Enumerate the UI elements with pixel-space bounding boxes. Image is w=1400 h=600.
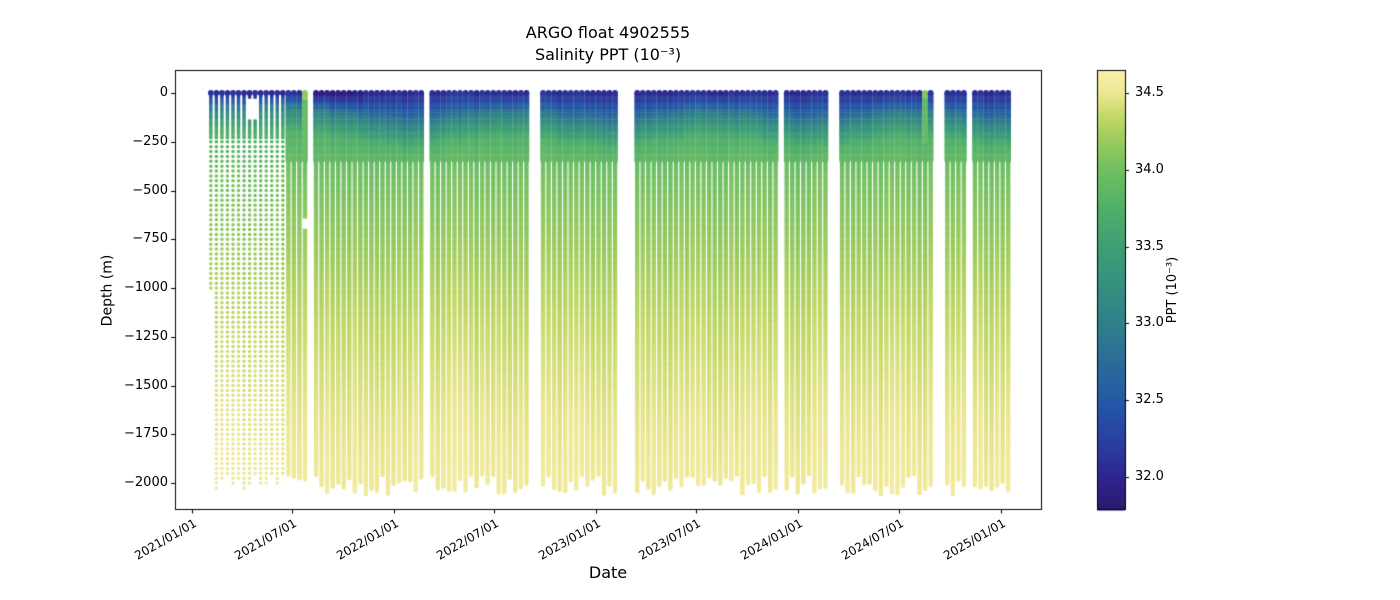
argo-salinity-figure: ARGO float 4902555 Salinity PPT (10⁻³) D… — [0, 0, 1400, 600]
salinity-depth-heatmap-canvas — [0, 0, 1400, 600]
